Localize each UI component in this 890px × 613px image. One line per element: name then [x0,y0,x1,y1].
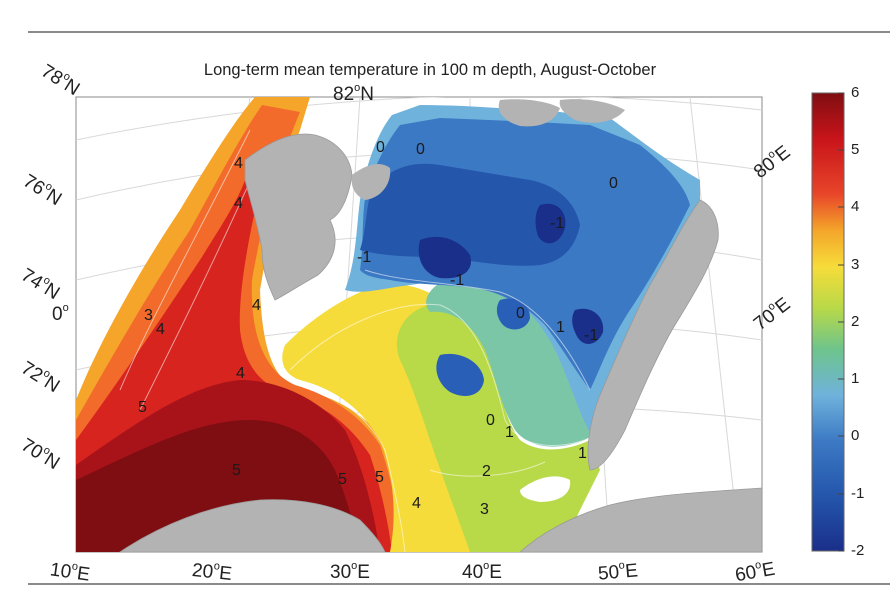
contour-label: -1 [550,215,564,232]
contour-label: 0 [376,139,385,156]
water-1-2 [426,272,600,447]
lon-label-30e: 30oE [330,560,370,583]
contour-label: 1 [578,445,587,462]
water-below-minus1-a [418,236,471,279]
contour-label: 1 [505,424,514,441]
contour-label: 4 [234,155,243,172]
franz-josef-land-b [559,99,625,123]
colorbar-ticks [838,92,844,552]
contour-label: 5 [138,399,147,416]
contour-label: 4 [252,297,261,314]
russia-coast [519,487,762,552]
contour-label: 4 [236,365,245,382]
contour-label: 3 [480,501,489,518]
colorbar-tick-label: -1 [851,485,865,502]
norway-kola-coast [119,499,386,552]
colorbar-tick-label: 4 [851,198,860,215]
novaya-zemlya-land [587,199,719,471]
colorbar-tick-label: 2 [851,313,860,330]
colorbar-tick-label: 0 [851,427,860,444]
colorbar-tick-label: -2 [851,542,865,559]
water-cold-pocket [436,353,484,396]
svalbard-east-island [351,164,391,200]
colorbar-tick-label: 6 [851,84,860,101]
contour-label: 0 [516,305,525,322]
contour-label: 4 [156,321,165,338]
colorbar-tick-label: 5 [851,141,860,158]
white-sea-void [520,476,571,502]
contour-label: -1 [450,272,464,289]
contour-label-group: 4 4 4 4 3 4 5 5 5 5 4 3 2 1 0 0 0 0 0 1 … [138,139,618,518]
water-minus1-a [360,163,580,266]
contour-label: 4 [412,495,421,512]
contour-lines [119,129,591,552]
contour-label: 4 [234,195,243,212]
colorbar-tick-label: 3 [851,256,860,273]
lon-label-40e: 40oE [462,560,502,583]
water-cold-pocket-2 [496,298,530,330]
lon-label-50e: 50oE [597,559,639,585]
contour-label: 0 [609,175,618,192]
contour-label: 5 [375,469,384,486]
water-below-minus1-c [572,308,604,344]
top-rule [28,31,890,33]
contour-label: -1 [357,249,371,266]
contour-label: 5 [232,462,241,479]
water-below-minus1-b [535,203,566,244]
figure-title: Long-term mean temperature in 100 m dept… [203,61,657,79]
lon-label-zero: 0o [52,302,69,325]
contour-label: 1 [556,319,565,336]
contour-label: 0 [416,141,425,158]
contour-label: 0 [486,412,495,429]
contour-label: 5 [338,471,347,488]
contour-label: 2 [482,463,491,480]
lat-label-82: 82oN [333,82,374,105]
colorbar-tick-label: 1 [851,370,860,387]
bottom-rule [28,583,890,585]
contour-label: 3 [144,307,153,324]
contour-label: -1 [584,327,598,344]
svalbard-land [244,133,353,301]
franz-josef-land-a [498,99,560,127]
lon-label-20e: 20oE [190,559,233,586]
